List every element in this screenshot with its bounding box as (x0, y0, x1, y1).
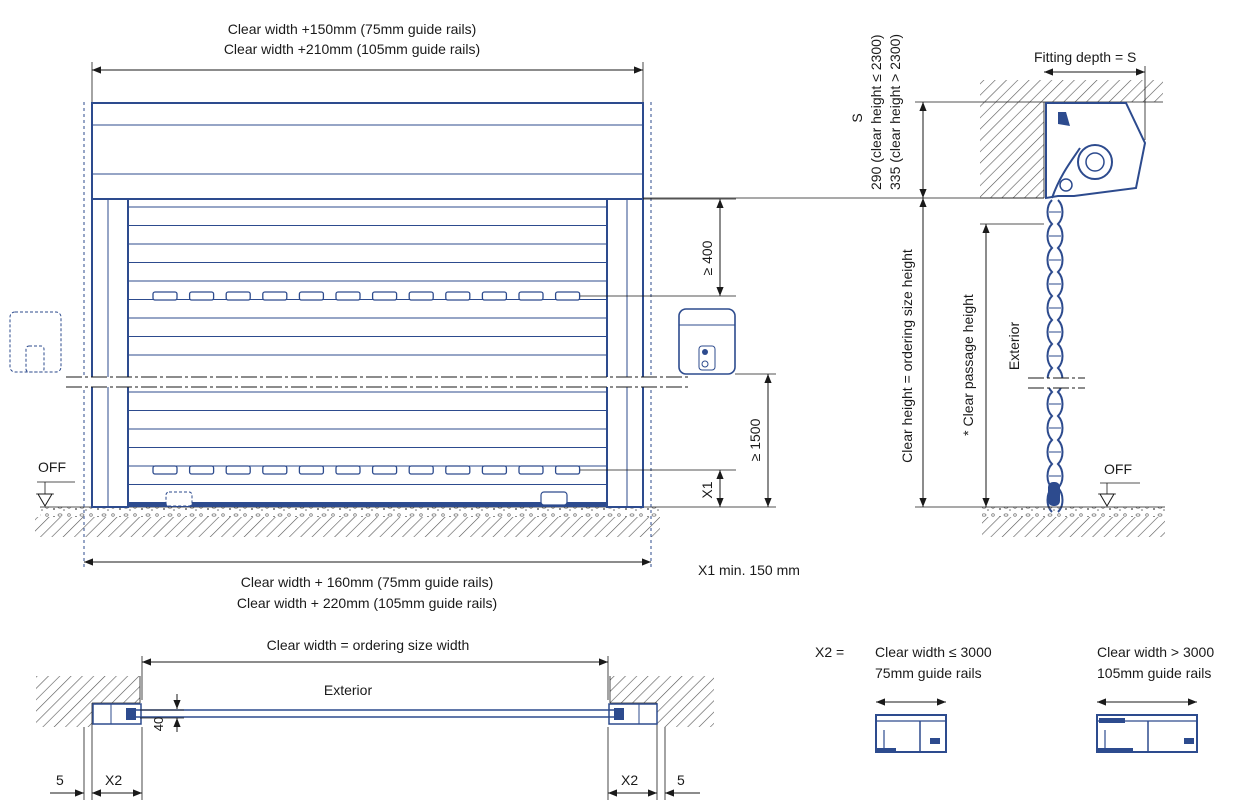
bottom-width-line1: Clear width + 160mm (75mm guide rails) (241, 574, 493, 590)
vision-window (518, 465, 544, 475)
vision-window (445, 291, 471, 301)
floor-hatch (35, 517, 660, 537)
vision-window (335, 465, 361, 475)
x1-note: X1 min. 150 mm (698, 562, 800, 578)
vision-window (152, 465, 178, 475)
off-label-left: OFF (38, 459, 66, 475)
vision-window (298, 291, 325, 301)
fitting-depth-label: Fitting depth = S (1034, 49, 1136, 65)
x2-label: X2 = (815, 644, 844, 660)
exterior-label-side: Exterior (1006, 322, 1022, 371)
vision-window (554, 291, 581, 301)
vision-window (188, 291, 215, 301)
floor-level-marker-left: OFF (36, 459, 75, 507)
vision-panel-row-bottom (152, 465, 581, 475)
side-section-view: Fitting depth = S OFF (643, 34, 1165, 537)
passage-height-label: * Clear passage height (960, 294, 976, 436)
s-label: S (849, 113, 865, 122)
clear-height-label: Clear height = ordering size height (899, 249, 915, 463)
plan-view: Clear width = ordering size width Exteri… (36, 637, 714, 800)
option2-line1: Clear width > 3000 (1097, 644, 1214, 660)
guide-rail-options: X2 = Clear width ≤ 3000 75mm guide rails… (815, 644, 1214, 753)
vision-window (188, 465, 215, 475)
vision-window (445, 465, 471, 475)
option1-line2: 75mm guide rails (875, 665, 982, 681)
control-box-icon (678, 308, 736, 375)
roller-housing (1045, 102, 1147, 200)
vision-window (298, 465, 325, 475)
off-label-right: OFF (1104, 461, 1132, 477)
vision-panel-row-top (152, 291, 581, 301)
s-line1: 290 (clear height ≤ 2300) (868, 34, 884, 190)
vision-window (262, 291, 288, 301)
vision-window (408, 465, 434, 475)
top-width-line2: Clear width +210mm (105mm guide rails) (224, 41, 480, 57)
option2-line2: 105mm guide rails (1097, 665, 1211, 681)
dim-1500: ≥ 1500 (747, 418, 763, 461)
door-curtain-profile (1046, 199, 1064, 513)
vision-window (408, 291, 434, 301)
door-switch-outline-icon (9, 311, 62, 373)
dim-40: 40 (151, 717, 166, 731)
vision-window (225, 465, 251, 475)
top-width-line1: Clear width +150mm (75mm guide rails) (228, 21, 477, 37)
vision-window (518, 291, 544, 301)
dim-x2-right: X2 (621, 772, 638, 788)
roller-door-front (66, 102, 690, 508)
dim-400: ≥ 400 (699, 240, 715, 275)
option1-line1: Clear width ≤ 3000 (875, 644, 992, 660)
vision-window (225, 291, 251, 301)
vision-window (481, 291, 508, 301)
vision-window (371, 465, 398, 475)
vision-window (371, 291, 398, 301)
dim-5-left: 5 (56, 772, 64, 788)
plan-door-section (92, 703, 658, 725)
vision-window (152, 291, 178, 301)
s-line2: 335 (clear height > 2300) (887, 34, 903, 190)
floor-gravel (40, 507, 660, 517)
plan-clear-width: Clear width = ordering size width (267, 637, 470, 653)
vision-window (335, 291, 361, 301)
front-view: Clear width +150mm (75mm guide rails) Cl… (9, 21, 800, 611)
vision-window (554, 465, 581, 475)
bottom-width-line2: Clear width + 220mm (105mm guide rails) (237, 595, 497, 611)
vision-window (481, 465, 508, 475)
dim-5-right: 5 (677, 772, 685, 788)
vision-window (262, 465, 288, 475)
dim-x1: X1 (699, 481, 715, 498)
rail-75mm-profile (875, 714, 947, 753)
floor-level-marker-right: OFF (1098, 461, 1140, 507)
rail-105mm-profile (1096, 714, 1198, 753)
exterior-label-plan: Exterior (324, 682, 373, 698)
dim-x2-left: X2 (105, 772, 122, 788)
